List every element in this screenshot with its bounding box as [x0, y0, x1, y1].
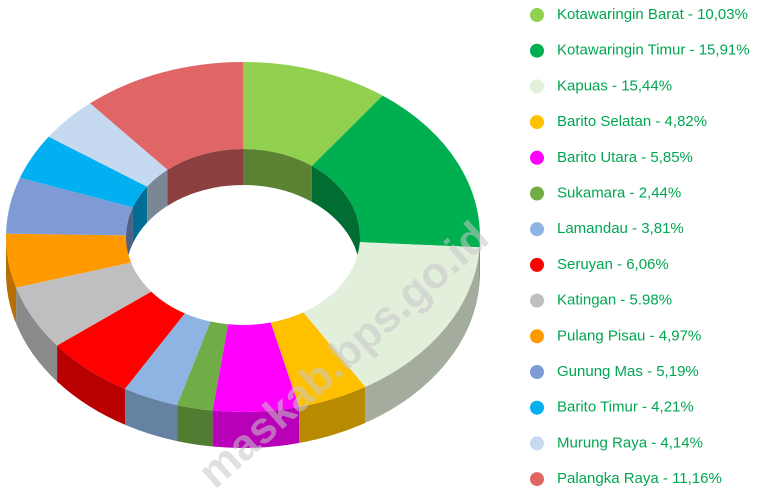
legend-marker: [530, 222, 544, 237]
legend-label: Palangka Raya - 11,16%: [557, 470, 722, 487]
legend-marker: [530, 365, 544, 379]
slice: [243, 62, 383, 166]
slice: [19, 136, 148, 208]
slice-side: [132, 186, 148, 244]
legend-marker: [530, 293, 544, 308]
legend-label: Kotawaringin Timur - 15,91%: [557, 42, 750, 59]
legend-marker: [530, 43, 544, 58]
slice-side: [177, 405, 213, 447]
slice-side: [6, 237, 17, 324]
slice: [125, 313, 211, 406]
slice: [311, 95, 480, 248]
slice: [57, 291, 185, 389]
slice: [303, 242, 480, 387]
legend-marker: [530, 79, 544, 94]
slice-side: [167, 149, 243, 206]
legend-marker: [530, 400, 544, 415]
legend-marker: [530, 150, 544, 165]
slice-side: [212, 407, 300, 448]
legend-label: Barito Selatan - 4,82%: [557, 113, 707, 130]
legend-marker: [530, 329, 544, 344]
slice: [6, 233, 131, 288]
slice: [48, 103, 168, 187]
legend-label: Lamandau - 3,81%: [557, 220, 684, 237]
legend-marker: [530, 257, 544, 272]
slice-side: [16, 287, 58, 382]
slice-side: [299, 386, 366, 444]
donut-walls: [6, 149, 480, 448]
slice: [270, 312, 366, 408]
slice: [90, 62, 243, 170]
legend-marker: [530, 8, 544, 22]
legend-marker: [530, 472, 544, 487]
legend-marker: [530, 436, 544, 451]
slice: [177, 321, 229, 411]
slice-side: [147, 169, 168, 223]
legend-label: Gunung Mas - 5,19%: [557, 363, 699, 380]
legend-label: Katingan - 5.98%: [557, 292, 672, 309]
slice-side: [311, 165, 360, 273]
slice-side: [365, 247, 480, 423]
legend-label: Murung Raya - 4,14%: [557, 434, 703, 451]
slice-side: [125, 388, 178, 442]
legend-label: Kapuas - 15,44%: [557, 77, 672, 94]
slice-side: [243, 149, 312, 202]
donut-top: [6, 62, 480, 412]
slice: [6, 177, 133, 236]
slice-side: [57, 345, 126, 425]
legend: Kotawaringin Barat - 10,03% Kotawaringin …: [530, 6, 750, 487]
legend-label: Pulang Pisau - 4,97%: [557, 327, 701, 344]
legend-marker: [530, 115, 544, 130]
legend-label: Sukamara - 2,44%: [557, 184, 681, 201]
legend-marker: [530, 186, 544, 201]
legend-label: Barito Utara - 5,85%: [557, 149, 693, 166]
legend-label: Barito Timur - 4,21%: [557, 399, 694, 416]
legend-label: Kotawaringin Barat - 10,03%: [557, 6, 748, 23]
legend-label: Seruyan - 6,06%: [557, 256, 669, 273]
slice: [212, 322, 300, 412]
slice: [16, 262, 152, 346]
